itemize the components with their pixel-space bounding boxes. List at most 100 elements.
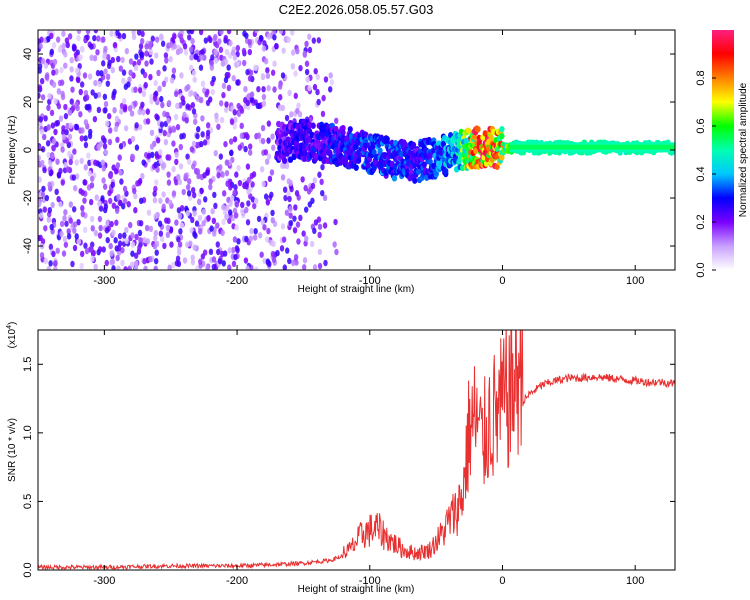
noise-cell [38,192,42,199]
noise-cell [153,257,159,265]
noise-cell [227,217,232,225]
noise-cell [69,56,74,64]
noise-cell [263,149,269,156]
noise-cell [320,189,325,197]
noise-cell [192,210,197,217]
signal-cell [473,147,479,155]
noise-cell [286,191,291,198]
noise-cell [254,30,259,34]
noise-cell [134,122,139,129]
noise-cell [95,49,100,56]
noise-cell [179,222,184,229]
noise-cell [82,179,87,186]
noise-cell [83,119,89,126]
noise-cell [132,187,137,195]
noise-cell [83,164,88,171]
noise-cell [130,154,136,161]
noise-cell [309,240,315,248]
noise-cell [241,47,247,55]
snr-x-axis-label: Height of straight line (km) [298,584,415,595]
noise-cell [252,234,258,241]
noise-cell [152,95,158,102]
noise-cell [270,217,275,224]
noise-cell [137,124,143,131]
noise-cell [199,140,204,148]
noise-cell [278,94,283,101]
noise-cell [191,108,197,115]
noise-cell [38,234,41,242]
noise-cell [253,197,259,205]
noise-cell [246,188,251,195]
noise-cell [246,176,252,184]
y-tick-label: 0.0 [22,562,34,577]
noise-cell [42,166,47,174]
noise-cell [245,219,251,226]
noise-cell [152,196,158,204]
noise-cell [149,58,154,65]
noise-cell [226,64,231,71]
noise-cell [170,77,175,84]
noise-cell [58,200,63,208]
noise-cell [51,81,57,88]
noise-cell [327,86,333,93]
noise-cell [260,137,266,145]
noise-cell [234,212,239,219]
noise-cell [100,135,106,142]
signal-cell [475,126,481,133]
noise-cell [203,196,208,203]
noise-cell [185,210,191,217]
snr-y-axis-label: SNR (10 * v/v) [7,418,18,482]
noise-cell [221,218,226,226]
spectrogram-heatmap [38,30,675,270]
noise-cell [96,106,102,114]
noise-cell [138,236,143,244]
noise-cell [259,251,264,258]
noise-cell [88,246,94,253]
noise-cell [215,241,220,248]
noise-cell [270,133,275,140]
noise-cell [54,120,59,127]
noise-cell [203,37,209,44]
noise-cell [200,131,205,138]
noise-cell [160,235,165,243]
noise-cell [100,195,105,202]
noise-cell [220,60,226,67]
noise-cell [311,37,317,44]
noise-cell [70,105,76,112]
noise-cell [153,161,158,169]
noise-cell [49,48,55,56]
noise-cell [38,116,44,123]
noise-cell [212,230,217,237]
noise-cell [40,94,46,101]
noise-cell [316,98,321,106]
signal-cell [488,134,494,141]
noise-cell [182,43,188,50]
noise-cell [189,227,194,234]
noise-cell [123,266,128,270]
noise-cell [51,42,57,49]
noise-cell [154,179,159,186]
noise-cell [105,236,110,244]
noise-cell [279,245,285,252]
noise-cell [154,240,160,248]
noise-cell [317,171,322,178]
noise-cell [192,76,197,83]
signal-cell [465,127,472,134]
noise-cell [115,254,120,262]
noise-cell [233,253,238,261]
noise-cell [133,192,138,200]
noise-cell [115,207,120,215]
noise-cell [224,169,230,177]
noise-cell [293,253,299,261]
colorbar-label: Normalized spectral amplitude [738,82,749,217]
noise-cell [186,190,192,197]
noise-cell [268,239,274,246]
noise-cell [225,204,230,212]
noise-cell [260,219,266,226]
noise-cell [39,251,45,259]
noise-cell [58,115,64,122]
noise-cell [237,144,242,151]
noise-cell [239,132,245,140]
noise-cell [97,80,102,88]
